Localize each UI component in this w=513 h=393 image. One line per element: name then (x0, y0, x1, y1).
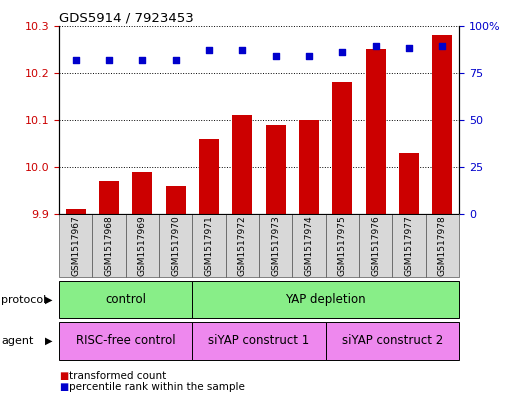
Text: YAP depletion: YAP depletion (285, 293, 366, 306)
Bar (266, 125, 286, 214)
Bar (192, 322, 326, 360)
Point (71, 56, 80, 62)
Point (305, 53, 313, 59)
Text: transformed count: transformed count (69, 371, 167, 381)
Text: GSM1517977: GSM1517977 (405, 215, 413, 276)
Text: GSM1517973: GSM1517973 (271, 215, 280, 276)
Bar (226, 214, 259, 277)
Text: protocol: protocol (1, 295, 46, 305)
Bar (166, 186, 186, 214)
Point (238, 47, 246, 53)
Text: GSM1517971: GSM1517971 (205, 215, 213, 276)
Text: GSM1517967: GSM1517967 (71, 215, 80, 276)
Bar (99, 181, 119, 214)
Bar (326, 214, 359, 277)
Text: GDS5914 / 7923453: GDS5914 / 7923453 (59, 11, 194, 24)
Bar (232, 115, 252, 214)
Bar (326, 322, 459, 360)
Text: GSM1517970: GSM1517970 (171, 215, 180, 276)
Bar (159, 214, 192, 277)
Bar (292, 214, 326, 277)
Bar (392, 214, 426, 277)
Text: ■: ■ (59, 382, 68, 392)
Text: percentile rank within the sample: percentile rank within the sample (69, 382, 245, 392)
Bar (399, 153, 419, 214)
Text: control: control (105, 293, 146, 306)
Bar (199, 139, 219, 214)
Bar (132, 172, 152, 214)
Bar (92, 214, 126, 277)
Bar (126, 214, 159, 277)
Bar (59, 214, 92, 277)
Bar (66, 209, 86, 214)
Text: GSM1517972: GSM1517972 (238, 215, 247, 276)
Text: GSM1517975: GSM1517975 (338, 215, 347, 276)
Point (271, 53, 280, 59)
Bar (59, 281, 192, 318)
Text: GSM1517968: GSM1517968 (105, 215, 113, 276)
Bar (432, 35, 452, 214)
Point (138, 56, 146, 62)
Text: GSM1517969: GSM1517969 (138, 215, 147, 276)
Point (171, 56, 180, 62)
Bar (366, 49, 386, 214)
Bar (299, 120, 319, 214)
Text: ▶: ▶ (45, 336, 53, 346)
Text: GSM1517976: GSM1517976 (371, 215, 380, 276)
Point (105, 56, 113, 62)
Text: ▶: ▶ (45, 295, 53, 305)
Point (405, 45, 413, 51)
Text: siYAP construct 2: siYAP construct 2 (342, 334, 443, 347)
Point (438, 43, 446, 50)
Text: siYAP construct 1: siYAP construct 1 (208, 334, 310, 347)
Text: ■: ■ (59, 371, 68, 381)
Text: RISC-free control: RISC-free control (76, 334, 175, 347)
Bar (332, 82, 352, 214)
Bar (192, 214, 226, 277)
Text: GSM1517978: GSM1517978 (438, 215, 447, 276)
Bar (59, 322, 192, 360)
Bar (192, 281, 459, 318)
Point (205, 47, 213, 53)
Bar (259, 214, 292, 277)
Point (371, 43, 380, 50)
Text: GSM1517974: GSM1517974 (305, 215, 313, 276)
Bar (359, 214, 392, 277)
Text: agent: agent (1, 336, 33, 346)
Bar (426, 214, 459, 277)
Point (338, 49, 346, 55)
